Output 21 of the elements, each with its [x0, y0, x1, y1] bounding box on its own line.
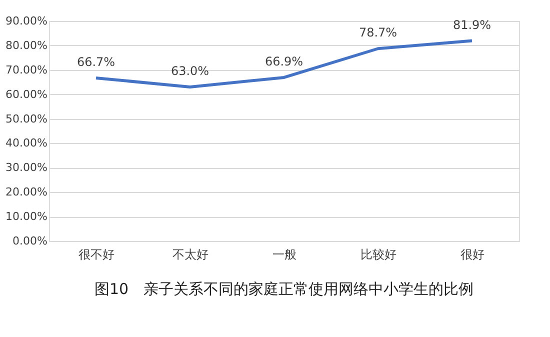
y-tick-label: 10.00%: [6, 210, 48, 224]
text: 81.9%: [452, 18, 492, 32]
caption: 图10 亲子关系不同的家庭正常使用网络中小学生的比例: [94, 280, 474, 298]
y-tick-label: 90.00%: [6, 14, 48, 28]
text: 66.9%: [264, 54, 304, 68]
y-tick-label: 80.00%: [6, 38, 48, 52]
x-tick-label: 比较好: [360, 248, 396, 262]
y-tick-label: 70.00%: [6, 63, 48, 76]
text: 66.7%: [76, 54, 116, 69]
y-tick-label: 30.00%: [6, 161, 48, 174]
x-tick-label: 一般: [272, 248, 296, 262]
y-tick-label: 0.00%: [12, 234, 48, 248]
y-tick-label: 20.00%: [6, 186, 48, 199]
text: 78.7%: [358, 26, 398, 40]
y-tick-label: 60.00%: [6, 88, 48, 101]
text: 63.0%: [170, 64, 210, 78]
y-tick-label: 40.00%: [6, 136, 48, 150]
x-tick-label: 不太好: [172, 248, 208, 262]
y-tick-label: 50.00%: [6, 112, 48, 126]
x-tick-label: 很不好: [78, 248, 114, 262]
x-tick-label: 很好: [460, 248, 484, 262]
